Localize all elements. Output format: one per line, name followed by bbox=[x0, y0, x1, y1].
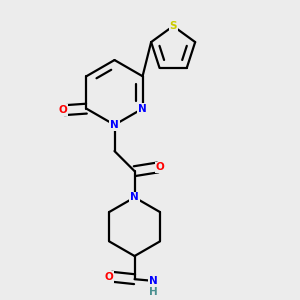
Text: O: O bbox=[58, 105, 67, 115]
Text: N: N bbox=[130, 192, 139, 203]
Text: O: O bbox=[156, 162, 165, 172]
Text: N: N bbox=[138, 103, 147, 114]
Text: H: H bbox=[149, 287, 158, 298]
Text: N: N bbox=[110, 120, 119, 130]
Text: N: N bbox=[149, 276, 158, 286]
Text: O: O bbox=[105, 272, 113, 282]
Text: S: S bbox=[169, 21, 177, 31]
